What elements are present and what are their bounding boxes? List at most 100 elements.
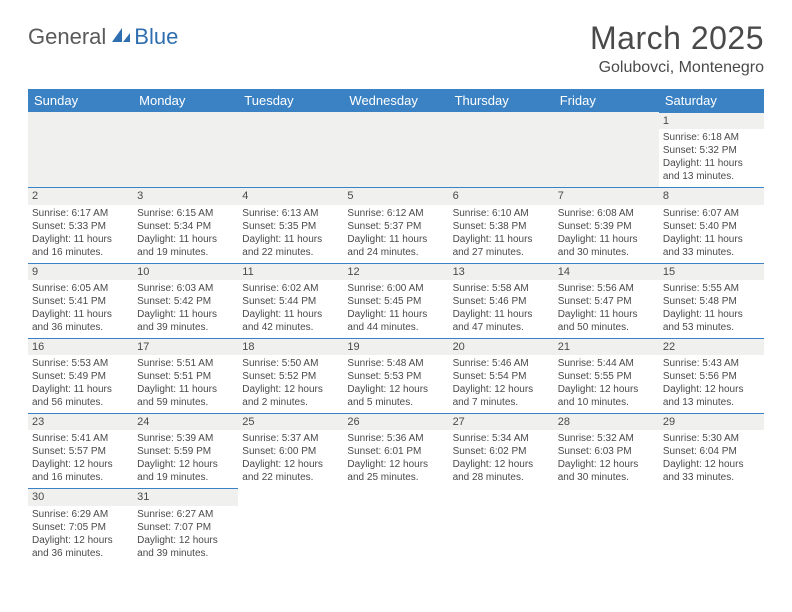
- sunrise-text: Sunrise: 6:00 AM: [347, 282, 444, 295]
- month-title: March 2025: [590, 20, 764, 57]
- sunset-text: Sunset: 5:32 PM: [663, 144, 760, 157]
- sunrise-text: Sunrise: 5:37 AM: [242, 432, 339, 445]
- daylight-text: Daylight: 11 hours and 13 minutes.: [663, 157, 760, 183]
- daylight-text: Daylight: 12 hours and 25 minutes.: [347, 458, 444, 484]
- calendar-cell: 17Sunrise: 5:51 AMSunset: 5:51 PMDayligh…: [133, 338, 238, 413]
- daylight-text: Daylight: 11 hours and 56 minutes.: [32, 383, 129, 409]
- sunset-text: Sunset: 6:01 PM: [347, 445, 444, 458]
- calendar-cell: 10Sunrise: 6:03 AMSunset: 5:42 PMDayligh…: [133, 263, 238, 338]
- daylight-text: Daylight: 12 hours and 10 minutes.: [558, 383, 655, 409]
- calendar-cell: 19Sunrise: 5:48 AMSunset: 5:53 PMDayligh…: [343, 338, 448, 413]
- sunset-text: Sunset: 5:39 PM: [558, 220, 655, 233]
- day-number: 5: [343, 187, 448, 204]
- calendar-row: 9Sunrise: 6:05 AMSunset: 5:41 PMDaylight…: [28, 263, 764, 338]
- location-label: Golubovci, Montenegro: [590, 59, 764, 77]
- day-number: 2: [28, 187, 133, 204]
- sunset-text: Sunset: 5:48 PM: [663, 295, 760, 308]
- daylight-text: Daylight: 11 hours and 47 minutes.: [453, 308, 550, 334]
- sunset-text: Sunset: 6:04 PM: [663, 445, 760, 458]
- sunrise-text: Sunrise: 5:43 AM: [663, 357, 760, 370]
- calendar-row: 16Sunrise: 5:53 AMSunset: 5:49 PMDayligh…: [28, 338, 764, 413]
- day-number: 13: [449, 263, 554, 280]
- sunrise-text: Sunrise: 6:08 AM: [558, 207, 655, 220]
- page-root: General Blue March 2025 Golubovci, Monte…: [0, 0, 792, 584]
- sunrise-text: Sunrise: 5:44 AM: [558, 357, 655, 370]
- daylight-text: Daylight: 11 hours and 30 minutes.: [558, 233, 655, 259]
- daylight-text: Daylight: 11 hours and 53 minutes.: [663, 308, 760, 334]
- sunrise-text: Sunrise: 6:07 AM: [663, 207, 760, 220]
- sunset-text: Sunset: 6:03 PM: [558, 445, 655, 458]
- calendar-cell: 6Sunrise: 6:10 AMSunset: 5:38 PMDaylight…: [449, 187, 554, 262]
- day-number: 1: [659, 112, 764, 129]
- sunset-text: Sunset: 5:45 PM: [347, 295, 444, 308]
- daylight-text: Daylight: 12 hours and 33 minutes.: [663, 458, 760, 484]
- sunrise-text: Sunrise: 6:29 AM: [32, 508, 129, 521]
- calendar-cell: 11Sunrise: 6:02 AMSunset: 5:44 PMDayligh…: [238, 263, 343, 338]
- daylight-text: Daylight: 12 hours and 36 minutes.: [32, 534, 129, 560]
- sunset-text: Sunset: 5:49 PM: [32, 370, 129, 383]
- calendar-cell: 18Sunrise: 5:50 AMSunset: 5:52 PMDayligh…: [238, 338, 343, 413]
- sunrise-text: Sunrise: 6:12 AM: [347, 207, 444, 220]
- sunrise-text: Sunrise: 6:27 AM: [137, 508, 234, 521]
- calendar-cell: 8Sunrise: 6:07 AMSunset: 5:40 PMDaylight…: [659, 187, 764, 262]
- sunrise-text: Sunrise: 6:03 AM: [137, 282, 234, 295]
- sail-icon: [110, 26, 132, 49]
- sunrise-text: Sunrise: 6:15 AM: [137, 207, 234, 220]
- daylight-text: Daylight: 12 hours and 39 minutes.: [137, 534, 234, 560]
- logo: General Blue: [28, 24, 178, 50]
- sunset-text: Sunset: 5:57 PM: [32, 445, 129, 458]
- daylight-text: Daylight: 11 hours and 44 minutes.: [347, 308, 444, 334]
- daylight-text: Daylight: 12 hours and 19 minutes.: [137, 458, 234, 484]
- calendar-cell: 2Sunrise: 6:17 AMSunset: 5:33 PMDaylight…: [28, 187, 133, 262]
- calendar-cell: 31Sunrise: 6:27 AMSunset: 7:07 PMDayligh…: [133, 488, 238, 563]
- sunrise-text: Sunrise: 5:34 AM: [453, 432, 550, 445]
- calendar-cell: [449, 488, 554, 563]
- sunset-text: Sunset: 5:44 PM: [242, 295, 339, 308]
- sunset-text: Sunset: 6:02 PM: [453, 445, 550, 458]
- sunrise-text: Sunrise: 5:51 AM: [137, 357, 234, 370]
- logo-text-general: General: [28, 24, 106, 50]
- sunset-text: Sunset: 5:51 PM: [137, 370, 234, 383]
- calendar-head: SundayMondayTuesdayWednesdayThursdayFrid…: [28, 89, 764, 112]
- sunrise-text: Sunrise: 5:36 AM: [347, 432, 444, 445]
- sunset-text: Sunset: 5:34 PM: [137, 220, 234, 233]
- daylight-text: Daylight: 11 hours and 36 minutes.: [32, 308, 129, 334]
- daylight-text: Daylight: 11 hours and 16 minutes.: [32, 233, 129, 259]
- day-number: 20: [449, 338, 554, 355]
- daylight-text: Daylight: 11 hours and 59 minutes.: [137, 383, 234, 409]
- sunset-text: Sunset: 5:53 PM: [347, 370, 444, 383]
- sunset-text: Sunset: 5:42 PM: [137, 295, 234, 308]
- calendar-cell: [238, 112, 343, 187]
- calendar-row: 2Sunrise: 6:17 AMSunset: 5:33 PMDaylight…: [28, 187, 764, 262]
- sunrise-text: Sunrise: 6:13 AM: [242, 207, 339, 220]
- daylight-text: Daylight: 12 hours and 30 minutes.: [558, 458, 655, 484]
- day-number: 19: [343, 338, 448, 355]
- day-header-row: SundayMondayTuesdayWednesdayThursdayFrid…: [28, 89, 764, 112]
- day-number: 3: [133, 187, 238, 204]
- calendar-cell: 25Sunrise: 5:37 AMSunset: 6:00 PMDayligh…: [238, 413, 343, 488]
- calendar-cell: 3Sunrise: 6:15 AMSunset: 5:34 PMDaylight…: [133, 187, 238, 262]
- day-number: 24: [133, 413, 238, 430]
- sunrise-text: Sunrise: 6:10 AM: [453, 207, 550, 220]
- sunrise-text: Sunrise: 5:46 AM: [453, 357, 550, 370]
- calendar-cell: 13Sunrise: 5:58 AMSunset: 5:46 PMDayligh…: [449, 263, 554, 338]
- sunrise-text: Sunrise: 6:02 AM: [242, 282, 339, 295]
- daylight-text: Daylight: 11 hours and 50 minutes.: [558, 308, 655, 334]
- sunset-text: Sunset: 7:05 PM: [32, 521, 129, 534]
- daylight-text: Daylight: 11 hours and 39 minutes.: [137, 308, 234, 334]
- day-header: Friday: [554, 89, 659, 112]
- sunrise-text: Sunrise: 5:53 AM: [32, 357, 129, 370]
- day-number: 21: [554, 338, 659, 355]
- daylight-text: Daylight: 12 hours and 13 minutes.: [663, 383, 760, 409]
- sunrise-text: Sunrise: 5:58 AM: [453, 282, 550, 295]
- day-header: Tuesday: [238, 89, 343, 112]
- calendar-cell: [554, 112, 659, 187]
- calendar-cell: [28, 112, 133, 187]
- sunrise-text: Sunrise: 5:30 AM: [663, 432, 760, 445]
- calendar-cell: 1Sunrise: 6:18 AMSunset: 5:32 PMDaylight…: [659, 112, 764, 187]
- sunset-text: Sunset: 5:52 PM: [242, 370, 339, 383]
- calendar-cell: 27Sunrise: 5:34 AMSunset: 6:02 PMDayligh…: [449, 413, 554, 488]
- day-number: 28: [554, 413, 659, 430]
- calendar-cell: 5Sunrise: 6:12 AMSunset: 5:37 PMDaylight…: [343, 187, 448, 262]
- day-header: Wednesday: [343, 89, 448, 112]
